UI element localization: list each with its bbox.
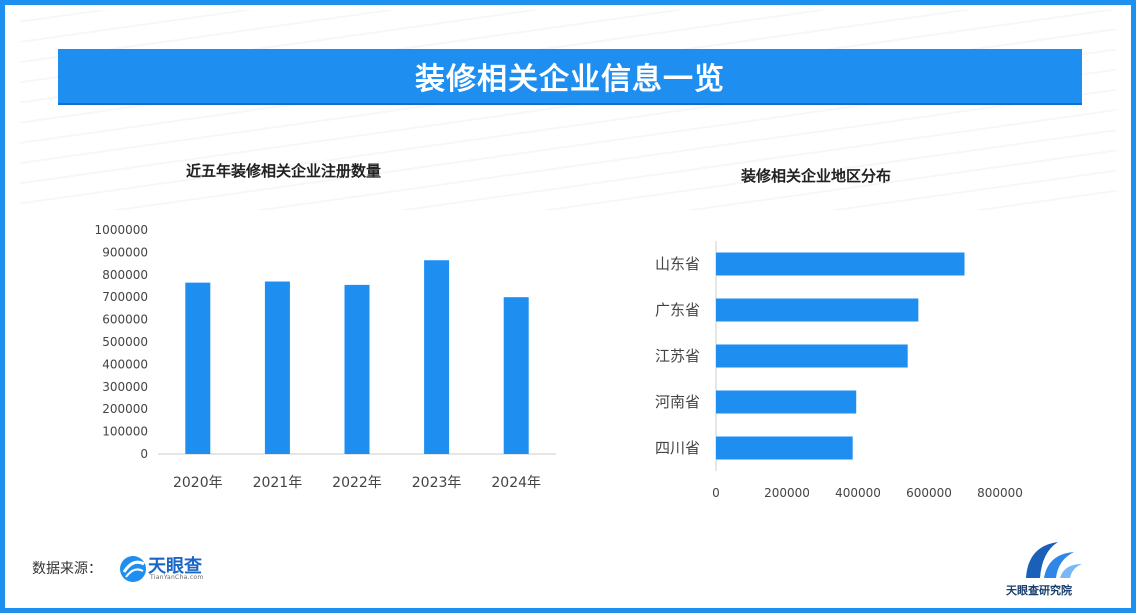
x-tick-label: 2023年 [412,475,462,491]
tianyancha-logo-name: 天眼查 [148,556,202,577]
bar [716,344,908,368]
y-tick-label: 900000 [102,245,148,259]
y-tick-label: 800000 [102,268,148,282]
y-tick-label: 河南省 [655,393,700,411]
y-tick-label: 1000000 [95,223,148,237]
x-tick-label: 2024年 [491,475,541,491]
chart-title-registrations: 近五年装修相关企业注册数量 [186,162,382,180]
bar [264,281,290,454]
x-tick-label: 2022年 [332,475,382,491]
x-tick-label: 2021年 [253,475,303,491]
research-institute-icon [1026,542,1082,578]
y-tick-label: 100000 [102,425,148,439]
y-tick-label: 山东省 [655,255,700,273]
x-tick-label: 600000 [906,486,952,500]
research-institute-logo: 天眼查研究院 [1000,538,1110,602]
bar [716,298,919,322]
tianyancha-logo: 天眼查 TianYanCha.com [118,552,228,586]
bar [185,282,211,454]
x-tick-label: 200000 [764,486,810,500]
y-tick-label: 700000 [102,290,148,304]
bar [716,252,965,276]
y-tick-label: 200000 [102,402,148,416]
y-tick-label: 0 [140,447,148,461]
y-tick-label: 400000 [102,357,148,371]
x-tick-label: 2020年 [173,475,223,491]
bar [716,436,853,460]
research-institute-name: 天眼查研究院 [1006,584,1072,597]
bar [424,260,450,454]
page-title: 装修相关企业信息一览 [415,62,725,97]
y-tick-label: 广东省 [655,301,700,319]
source-label: 数据来源： [32,561,102,577]
y-tick-label: 300000 [102,380,148,394]
y-tick-label: 600000 [102,313,148,327]
tianyancha-logo-icon [120,556,146,582]
y-tick-label: 江苏省 [655,347,700,365]
y-tick-label: 四川省 [655,439,700,457]
x-tick-label: 0 [712,486,720,500]
bar [716,390,857,414]
chart-title-regions: 装修相关企业地区分布 [741,167,892,185]
x-tick-label: 800000 [977,486,1023,500]
tianyancha-logo-sub: TianYanCha.com [150,574,204,581]
bar [503,297,529,454]
x-tick-label: 400000 [835,486,881,500]
title-banner: 装修相关企业信息一览 [58,49,1082,103]
bar [344,284,370,454]
y-tick-label: 500000 [102,335,148,349]
